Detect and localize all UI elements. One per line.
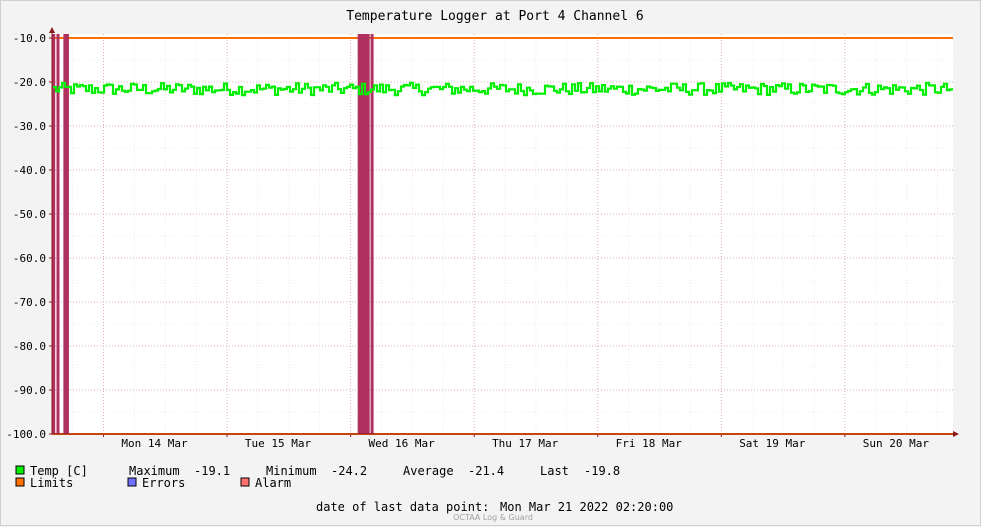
- alarm-bar: [357, 34, 361, 434]
- legend-swatch-limits: [15, 477, 25, 487]
- legend: Temp [C] Maximum -19.1 Minimum -24.2 Ave…: [15, 464, 620, 490]
- x-tick-label: Wed 16 Mar: [368, 437, 435, 450]
- alarm-bar: [370, 34, 374, 434]
- alarm-bar: [52, 34, 56, 434]
- y-tick-label: -90.0: [13, 384, 46, 397]
- alarm-bar: [56, 34, 60, 434]
- legend-alarm-label: Alarm: [255, 476, 291, 490]
- alarm-bar: [361, 34, 365, 434]
- x-tick-label: Tue 15 Mar: [245, 437, 312, 450]
- y-tick-label: -60.0: [13, 252, 46, 265]
- y-tick-label: -30.0: [13, 120, 46, 133]
- y-tick-label: -70.0: [13, 296, 46, 309]
- alarm-series: [52, 34, 374, 434]
- x-tick-label: Sat 19 Mar: [739, 437, 806, 450]
- legend-average-label: Average: [403, 464, 454, 478]
- last-data-point-label: date of last data point:: [316, 500, 489, 514]
- legend-maximum-label: Maximum: [129, 464, 180, 478]
- legend-last-label: Last: [540, 464, 569, 478]
- x-tick-label: Sun 20 Mar: [863, 437, 930, 450]
- legend-limits-label: Limits: [30, 476, 73, 490]
- alarm-bar: [360, 34, 364, 434]
- axes: [49, 27, 959, 437]
- x-tick-label: Fri 18 Mar: [616, 437, 683, 450]
- y-tick-label: -50.0: [13, 208, 46, 221]
- legend-average-value: -21.4: [468, 464, 504, 478]
- plot-area: [52, 34, 953, 435]
- alarm-bar: [65, 34, 69, 434]
- alarm-bar: [366, 34, 370, 434]
- chart-title: Temperature Logger at Port 4 Channel 6: [346, 9, 643, 24]
- y-tick-label: -10.0: [13, 32, 46, 45]
- y-tick-label: -40.0: [13, 164, 46, 177]
- grid: [52, 34, 953, 435]
- legend-swatch-alarm: [240, 477, 250, 487]
- x-tick-label: Mon 14 Mar: [121, 437, 188, 450]
- y-axis-arrow: [49, 27, 55, 33]
- temp-line: [53, 81, 953, 97]
- legend-minimum-label: Minimum: [266, 464, 317, 478]
- x-tick-label: Thu 17 Mar: [492, 437, 559, 450]
- legend-minimum-value: -24.2: [331, 464, 367, 478]
- x-axis-arrow: [953, 431, 959, 437]
- alarm-bar: [63, 34, 67, 434]
- legend-last-value: -19.8: [584, 464, 620, 478]
- y-tick-label: -20.0: [13, 76, 46, 89]
- legend-temp-label: Temp [C]: [30, 464, 88, 478]
- legend-errors-label: Errors: [142, 476, 185, 490]
- y-tick-label: -80.0: [13, 340, 46, 353]
- legend-maximum-value: -19.1: [194, 464, 230, 478]
- y-axis: -10.0 -20.0 -30.0 -40.0 -50.0 -60.0 -70.0 -80.0…: [6, 32, 52, 441]
- last-data-point-value: Mon Mar 21 2022 02:20:00: [500, 500, 673, 514]
- watermark: OCTAA Log & Guard: [453, 513, 533, 522]
- alarm-bar: [364, 34, 368, 434]
- y-tick-label: -100.0: [6, 428, 46, 441]
- legend-swatch-temp: [15, 465, 25, 475]
- legend-swatch-errors: [127, 477, 137, 487]
- x-axis: Mon 14 Mar Tue 15 Mar Wed 16 Mar Thu 17 Mar…: [102, 434, 930, 450]
- temp-series: [53, 81, 953, 97]
